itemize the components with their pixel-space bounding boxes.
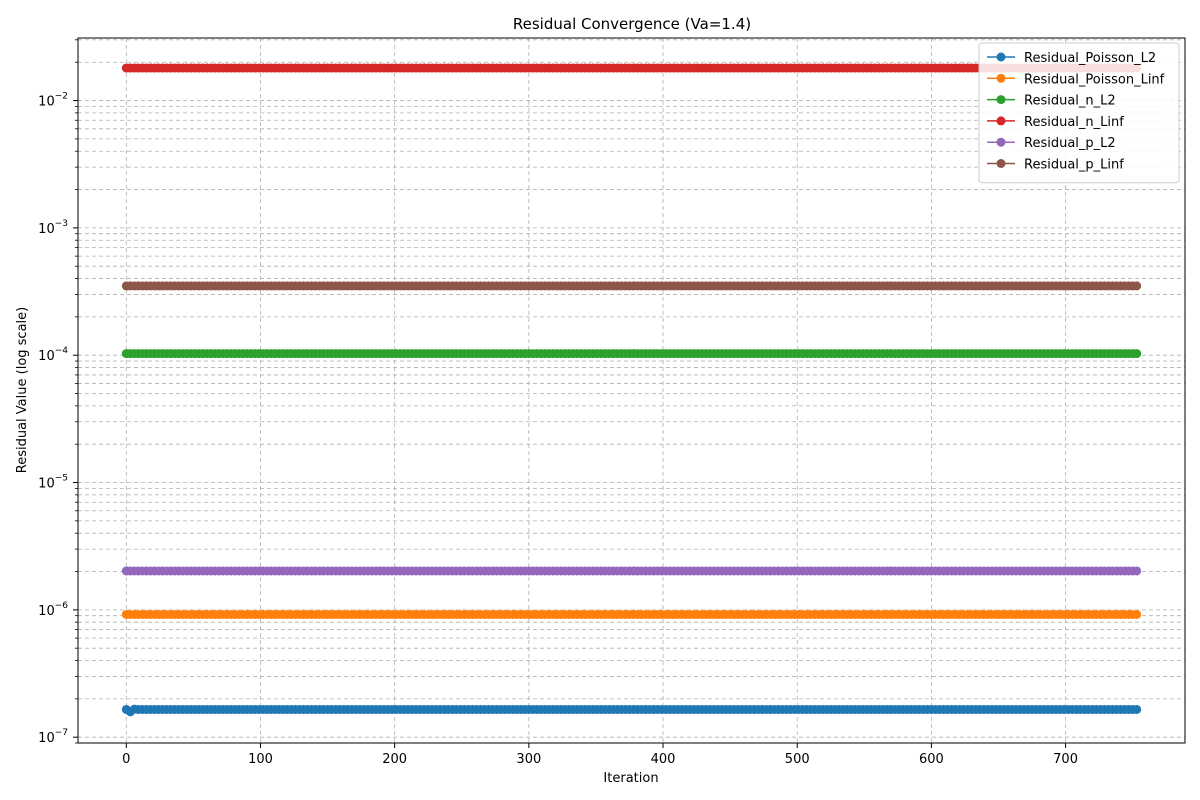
series-layer [121, 63, 1142, 717]
y-tick-label: 10−5 [38, 474, 68, 492]
legend-label: Residual_n_L2 [1024, 94, 1116, 109]
series-Residual_Poisson_Linf [121, 609, 1142, 619]
y-tick-label: 10−6 [38, 601, 68, 619]
x-tick-label: 400 [651, 752, 676, 767]
series-Residual_Poisson_L2 [121, 704, 1142, 717]
x-tick-label: 700 [1053, 752, 1078, 767]
y-tick-label: 10−3 [38, 219, 68, 237]
legend-marker [996, 95, 1006, 105]
y-tick-label: 10−2 [38, 92, 68, 110]
series-Residual_n_L2 [121, 349, 1142, 359]
y-tick-label: 10−7 [38, 728, 68, 746]
x-tick-label: 200 [382, 752, 407, 767]
legend-frame [978, 42, 1180, 184]
data-point [1132, 704, 1142, 714]
legend-item-Residual_Poisson_Linf: Residual_Poisson_Linf [987, 72, 1165, 87]
x-tick-label: 600 [919, 752, 944, 767]
legend-item-Residual_Poisson_L2: Residual_Poisson_L2 [987, 51, 1156, 66]
legend-label: Residual_p_Linf [1024, 158, 1124, 173]
data-point [1132, 281, 1142, 291]
legend-label: Residual_Poisson_L2 [1024, 51, 1156, 66]
legend-item-Residual_n_L2: Residual_n_L2 [987, 94, 1116, 109]
legend-marker [996, 137, 1006, 147]
legend-marker [996, 116, 1006, 126]
legend-item-Residual_n_Linf: Residual_n_Linf [987, 115, 1124, 130]
series-Residual_p_Linf [121, 281, 1142, 291]
x-axis-label: Iteration [603, 771, 658, 786]
legend-label: Residual_Poisson_Linf [1024, 72, 1165, 87]
y-axis-ticks: 10−7 10−6 10−5 10−4 10−3 10−2 [38, 39, 78, 746]
x-axis-ticks: 0 100 200 300 400 500 600 700 [122, 743, 1078, 767]
y-axis-label: Residual Value (log scale) [15, 307, 30, 473]
legend-item-Residual_p_Linf: Residual_p_Linf [987, 158, 1124, 173]
x-tick-label: 500 [785, 752, 810, 767]
legend-marker [996, 52, 1006, 62]
plot-frame [77, 37, 1186, 744]
data-point [1132, 566, 1142, 576]
chart-title: Residual Convergence (Va=1.4) [513, 15, 751, 33]
legend: Residual_Poisson_L2 Residual_Poisson_Linf… [978, 42, 1180, 184]
y-tick-label: 10−4 [38, 346, 68, 364]
legend-label: Residual_n_Linf [1024, 115, 1124, 130]
legend-marker [996, 73, 1006, 83]
data-point [1132, 609, 1142, 619]
x-tick-label: 0 [122, 752, 130, 767]
legend-label: Residual_p_L2 [1024, 136, 1116, 151]
data-point [1132, 349, 1142, 359]
legend-item-Residual_p_L2: Residual_p_L2 [987, 136, 1116, 151]
x-tick-label: 300 [516, 752, 541, 767]
grid [78, 38, 1185, 744]
series-Residual_n_Linf [121, 63, 1142, 73]
legend-marker [996, 159, 1006, 168]
x-tick-label: 100 [248, 752, 273, 767]
series-Residual_p_L2 [121, 566, 1142, 576]
